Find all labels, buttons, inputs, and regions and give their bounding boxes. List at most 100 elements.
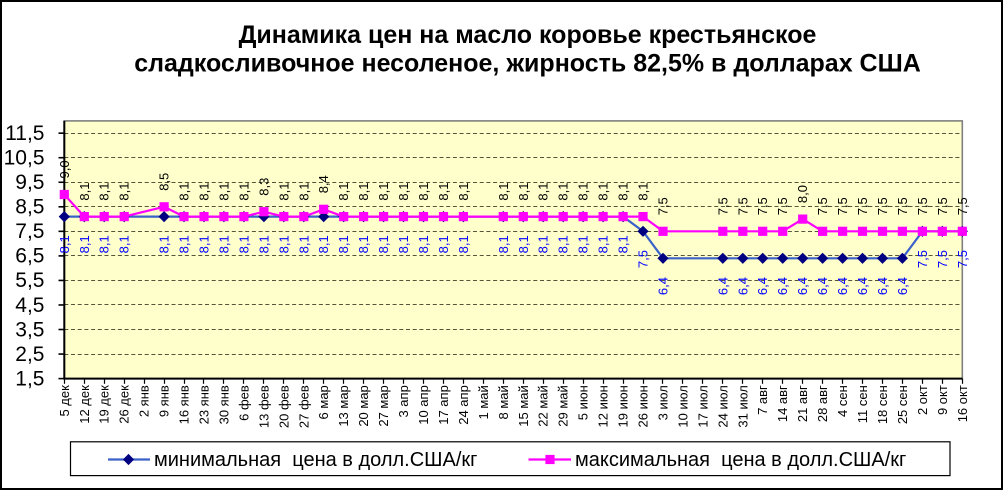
svg-text:7,5: 7,5 xyxy=(935,250,950,268)
svg-text:31 июл: 31 июл xyxy=(735,385,750,427)
svg-text:6,4: 6,4 xyxy=(855,277,870,295)
svg-text:максимальная цена в долл.США/: максимальная цена в долл.США/кг xyxy=(575,449,906,471)
svg-text:29 май: 29 май xyxy=(556,385,571,427)
svg-text:10,5: 10,5 xyxy=(4,147,45,170)
svg-text:8,1: 8,1 xyxy=(496,235,511,253)
svg-text:13 фев: 13 фев xyxy=(256,385,271,428)
svg-text:24 апр: 24 апр xyxy=(456,385,471,425)
svg-text:16 янв: 16 янв xyxy=(177,385,192,424)
svg-text:17 апр: 17 апр xyxy=(436,385,451,425)
svg-text:8,1: 8,1 xyxy=(177,183,192,201)
svg-text:8,1: 8,1 xyxy=(516,183,531,201)
svg-text:8,1: 8,1 xyxy=(57,235,72,253)
svg-text:8,1: 8,1 xyxy=(236,183,251,201)
svg-text:13 мар: 13 мар xyxy=(336,385,351,426)
svg-text:3 апр: 3 апр xyxy=(396,385,411,417)
svg-text:7,5: 7,5 xyxy=(835,197,850,215)
svg-text:8,1: 8,1 xyxy=(97,235,112,253)
svg-text:27 мар: 27 мар xyxy=(376,385,391,426)
svg-text:8,1: 8,1 xyxy=(396,235,411,253)
svg-text:10 июл: 10 июл xyxy=(675,385,690,427)
svg-text:7,5: 7,5 xyxy=(955,197,970,215)
svg-text:8,1: 8,1 xyxy=(436,235,451,253)
svg-text:8,1: 8,1 xyxy=(536,235,551,253)
svg-text:сладкосливочное несоленое, жир: сладкосливочное несоленое, жирность 82,5… xyxy=(134,49,921,77)
svg-text:6,5: 6,5 xyxy=(15,245,44,268)
svg-text:8,1: 8,1 xyxy=(576,235,591,253)
svg-text:8,1: 8,1 xyxy=(216,183,231,201)
svg-text:8,1: 8,1 xyxy=(596,235,611,253)
svg-text:8,1: 8,1 xyxy=(276,183,291,201)
svg-text:8,1: 8,1 xyxy=(496,183,511,201)
svg-text:7,5: 7,5 xyxy=(955,250,970,268)
svg-text:7,5: 7,5 xyxy=(735,197,750,215)
svg-text:1 май: 1 май xyxy=(476,385,491,419)
svg-text:8,1: 8,1 xyxy=(77,183,92,201)
svg-text:10 апр: 10 апр xyxy=(416,385,431,425)
svg-text:8,1: 8,1 xyxy=(77,235,92,253)
svg-text:6,4: 6,4 xyxy=(895,277,910,295)
svg-text:8,1: 8,1 xyxy=(196,235,211,253)
svg-text:5 июн: 5 июн xyxy=(576,385,591,420)
svg-text:7,5: 7,5 xyxy=(935,197,950,215)
svg-text:7,5: 7,5 xyxy=(755,197,770,215)
svg-text:8,1: 8,1 xyxy=(117,183,132,201)
svg-text:20 мар: 20 мар xyxy=(356,385,371,426)
svg-text:8,1: 8,1 xyxy=(196,183,211,201)
svg-text:4,5: 4,5 xyxy=(15,294,44,317)
svg-text:8,1: 8,1 xyxy=(396,183,411,201)
svg-text:8,1: 8,1 xyxy=(636,183,651,201)
svg-text:8,1: 8,1 xyxy=(416,183,431,201)
svg-text:16 окт: 16 окт xyxy=(955,385,970,422)
svg-text:7,5: 7,5 xyxy=(775,197,790,215)
svg-text:26 дек: 26 дек xyxy=(117,385,132,424)
svg-text:8,1: 8,1 xyxy=(376,183,391,201)
svg-text:8,1: 8,1 xyxy=(436,183,451,201)
svg-text:8 май: 8 май xyxy=(496,385,511,419)
svg-text:8,1: 8,1 xyxy=(616,235,631,253)
svg-text:8,4: 8,4 xyxy=(316,175,331,193)
svg-text:1,5: 1,5 xyxy=(15,367,44,390)
svg-text:14 авг: 14 авг xyxy=(775,385,790,422)
svg-text:8,5: 8,5 xyxy=(15,196,44,219)
svg-text:7,5: 7,5 xyxy=(915,250,930,268)
svg-text:8,1: 8,1 xyxy=(216,235,231,253)
svg-text:9,5: 9,5 xyxy=(15,171,44,194)
svg-text:3,5: 3,5 xyxy=(15,318,44,341)
svg-text:8,1: 8,1 xyxy=(416,235,431,253)
svg-text:7,5: 7,5 xyxy=(855,197,870,215)
svg-text:6,4: 6,4 xyxy=(795,277,810,295)
svg-text:8,1: 8,1 xyxy=(356,235,371,253)
svg-text:24 июл: 24 июл xyxy=(715,385,730,427)
svg-text:7,5: 7,5 xyxy=(915,197,930,215)
svg-text:17 июл: 17 июл xyxy=(695,385,710,427)
svg-text:22 май: 22 май xyxy=(536,385,551,427)
svg-text:8,1: 8,1 xyxy=(177,235,192,253)
svg-text:7 авг: 7 авг xyxy=(755,385,770,415)
svg-text:8,1: 8,1 xyxy=(576,183,591,201)
svg-text:7,5: 7,5 xyxy=(15,220,44,243)
svg-text:5 дек: 5 дек xyxy=(57,385,72,417)
svg-text:8,1: 8,1 xyxy=(456,235,471,253)
svg-text:8,1: 8,1 xyxy=(536,183,551,201)
svg-text:7,5: 7,5 xyxy=(715,197,730,215)
svg-text:23 янв: 23 янв xyxy=(196,385,211,424)
svg-text:25 сен: 25 сен xyxy=(895,385,910,424)
svg-text:20 фев: 20 фев xyxy=(276,385,291,428)
svg-text:28 авг: 28 авг xyxy=(815,385,830,422)
svg-text:6,4: 6,4 xyxy=(835,277,850,295)
svg-text:8,3: 8,3 xyxy=(256,178,271,196)
svg-text:7,5: 7,5 xyxy=(815,197,830,215)
svg-text:2 янв: 2 янв xyxy=(137,385,152,417)
svg-text:30 янв: 30 янв xyxy=(216,385,231,424)
svg-text:7,5: 7,5 xyxy=(875,197,890,215)
svg-text:6,4: 6,4 xyxy=(775,277,790,295)
svg-text:8,1: 8,1 xyxy=(376,235,391,253)
svg-text:8,1: 8,1 xyxy=(316,235,331,253)
svg-text:8,1: 8,1 xyxy=(456,183,471,201)
svg-text:6 фев: 6 фев xyxy=(236,385,251,421)
svg-text:7,5: 7,5 xyxy=(895,197,910,215)
svg-text:12 дек: 12 дек xyxy=(77,385,92,424)
svg-text:8,1: 8,1 xyxy=(616,183,631,201)
svg-text:8,1: 8,1 xyxy=(117,235,132,253)
